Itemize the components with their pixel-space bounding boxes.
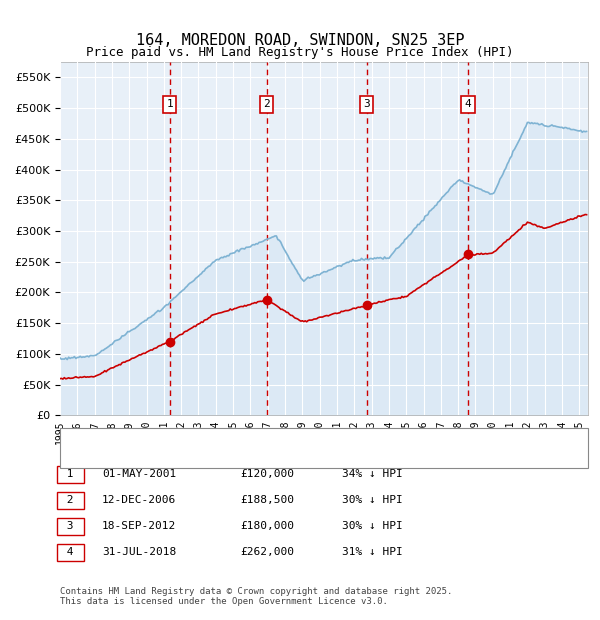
Text: 4: 4 <box>60 547 80 557</box>
Text: 164, MOREDON ROAD, SWINDON, SN25 3EP: 164, MOREDON ROAD, SWINDON, SN25 3EP <box>136 33 464 48</box>
Text: £188,500: £188,500 <box>240 495 294 505</box>
Text: 4: 4 <box>465 99 472 109</box>
Text: 1: 1 <box>60 469 80 479</box>
Text: Contains HM Land Registry data © Crown copyright and database right 2025.
This d: Contains HM Land Registry data © Crown c… <box>60 587 452 606</box>
Text: 164, MOREDON ROAD, SWINDON, SN25 3EP (detached house): 164, MOREDON ROAD, SWINDON, SN25 3EP (de… <box>108 434 439 444</box>
Text: 30% ↓ HPI: 30% ↓ HPI <box>342 495 403 505</box>
Text: 34% ↓ HPI: 34% ↓ HPI <box>342 469 403 479</box>
Text: 2: 2 <box>60 495 80 505</box>
Text: 31-JUL-2018: 31-JUL-2018 <box>102 547 176 557</box>
Text: £120,000: £120,000 <box>240 469 294 479</box>
Text: 30% ↓ HPI: 30% ↓ HPI <box>342 521 403 531</box>
Text: 31% ↓ HPI: 31% ↓ HPI <box>342 547 403 557</box>
Text: ——: —— <box>78 432 95 446</box>
Text: 18-SEP-2012: 18-SEP-2012 <box>102 521 176 531</box>
Text: Price paid vs. HM Land Registry's House Price Index (HPI): Price paid vs. HM Land Registry's House … <box>86 46 514 59</box>
Text: 3: 3 <box>363 99 370 109</box>
Text: £180,000: £180,000 <box>240 521 294 531</box>
Text: £262,000: £262,000 <box>240 547 294 557</box>
Text: 3: 3 <box>60 521 80 531</box>
Text: 01-MAY-2001: 01-MAY-2001 <box>102 469 176 479</box>
Text: 1: 1 <box>166 99 173 109</box>
Text: HPI: Average price, detached house, Swindon: HPI: Average price, detached house, Swin… <box>108 452 377 462</box>
Text: 12-DEC-2006: 12-DEC-2006 <box>102 495 176 505</box>
Text: ——: —— <box>78 450 95 464</box>
Text: 2: 2 <box>263 99 270 109</box>
